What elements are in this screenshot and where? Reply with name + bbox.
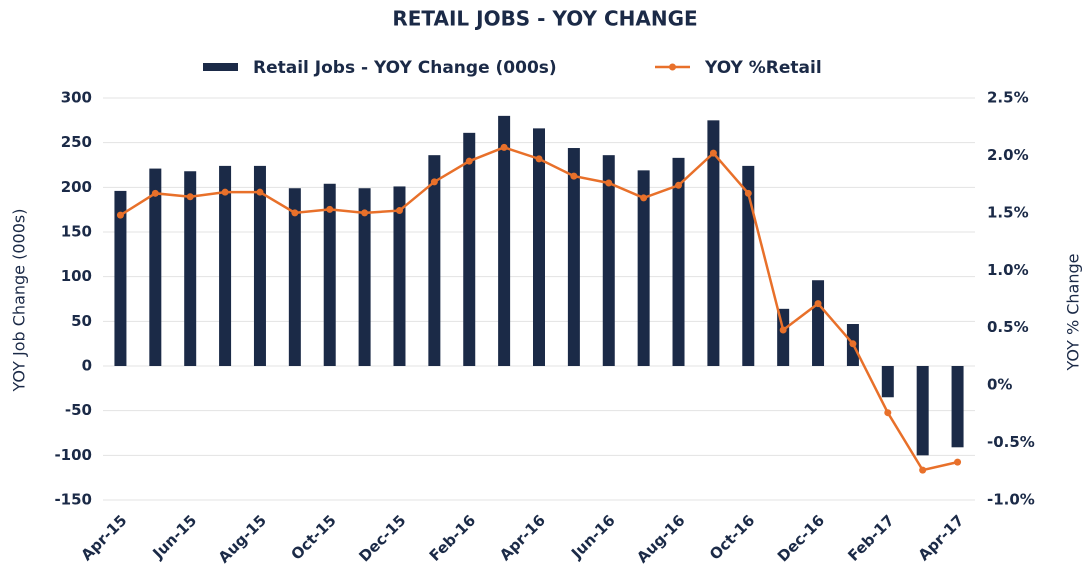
x-tick-label: Oct-15 <box>287 511 339 563</box>
bar <box>637 170 650 366</box>
line-marker <box>814 300 822 308</box>
line-marker <box>151 189 159 197</box>
line-marker <box>919 466 927 474</box>
chart-title: RETAIL JOBS - YOY CHANGE <box>392 7 697 31</box>
line-marker <box>395 207 403 215</box>
y-tick-label: 50 <box>71 312 92 330</box>
legend-swatch <box>669 63 676 71</box>
y-tick-label: 300 <box>61 89 92 107</box>
y2-tick-label: 2.0% <box>987 146 1029 164</box>
y-tick-label: -150 <box>54 491 92 509</box>
line-marker <box>465 157 473 165</box>
y-tick-label: 200 <box>61 178 92 196</box>
bar <box>707 120 720 366</box>
line-marker <box>640 194 648 202</box>
line-marker <box>779 326 787 334</box>
bar <box>812 280 825 366</box>
x-tick-label: Dec-15 <box>355 511 409 565</box>
x-tick-label: Feb-17 <box>844 511 897 564</box>
line-marker <box>430 178 438 186</box>
line-marker <box>256 188 264 196</box>
legend-label: YOY %Retail <box>704 58 822 78</box>
line-marker <box>535 155 543 163</box>
bar <box>114 190 127 366</box>
line-marker <box>570 172 578 180</box>
bar <box>742 165 755 366</box>
y2-tick-label: 1.0% <box>987 261 1029 279</box>
y-tick-label: 150 <box>61 223 92 241</box>
y-tick-label: 100 <box>61 267 92 285</box>
bar <box>951 366 964 448</box>
legend-swatch <box>203 63 238 71</box>
bar <box>288 188 301 366</box>
x-tick-label: Jun-15 <box>149 511 201 563</box>
line-marker <box>116 211 124 219</box>
y-tick-label: 250 <box>61 133 92 151</box>
line-marker <box>500 143 508 151</box>
y2-tick-label: 1.5% <box>987 203 1029 221</box>
x-tick-label: Apr-17 <box>915 511 968 564</box>
line-marker <box>605 179 613 187</box>
line-marker <box>291 209 299 217</box>
bar <box>567 148 580 366</box>
bar <box>533 128 545 366</box>
bar <box>916 366 929 456</box>
y2-tick-label: -0.5% <box>987 433 1035 451</box>
line-marker <box>849 340 857 348</box>
line-marker <box>186 193 194 201</box>
y2-tick-label: 0.5% <box>987 318 1029 336</box>
bar <box>672 157 685 366</box>
bar <box>358 188 371 366</box>
bar <box>219 165 232 366</box>
y-tick-label: -50 <box>65 401 92 419</box>
x-tick-label: Apr-16 <box>496 511 549 564</box>
x-tick-label: Dec-16 <box>774 511 828 565</box>
y-axis-title: YOY Job Change (000s) <box>10 209 29 393</box>
line-marker <box>221 188 229 196</box>
bar <box>602 155 615 366</box>
y2-tick-label: 0% <box>987 376 1012 394</box>
bar <box>323 183 336 366</box>
line-marker <box>709 149 717 157</box>
line-marker <box>675 181 683 189</box>
bar <box>253 165 266 366</box>
y-tick-label: -100 <box>54 446 92 464</box>
line-marker <box>884 409 892 417</box>
x-tick-label: Jun-16 <box>567 511 619 563</box>
y-tick-label: 0 <box>82 357 92 375</box>
bar <box>184 171 197 366</box>
line-marker <box>361 209 369 217</box>
x-tick-label: Apr-15 <box>78 511 131 564</box>
bar <box>463 132 476 366</box>
line-marker <box>954 458 962 466</box>
bar <box>498 115 511 366</box>
x-tick-label: Aug-15 <box>215 511 270 566</box>
bar <box>881 366 894 398</box>
x-tick-label: Oct-16 <box>706 511 758 563</box>
y2-tick-label: 2.5% <box>987 89 1029 107</box>
bar <box>428 155 441 366</box>
y2-tick-label: -1.0% <box>987 491 1035 509</box>
x-tick-label: Feb-16 <box>426 511 479 564</box>
legend-label: Retail Jobs - YOY Change (000s) <box>253 58 557 78</box>
bar <box>149 168 162 366</box>
x-tick-label: Aug-16 <box>633 511 688 566</box>
y2-axis-title: YOY % Change <box>1064 253 1083 371</box>
bar <box>393 186 406 366</box>
line-marker <box>744 189 752 197</box>
line-marker <box>326 205 334 213</box>
